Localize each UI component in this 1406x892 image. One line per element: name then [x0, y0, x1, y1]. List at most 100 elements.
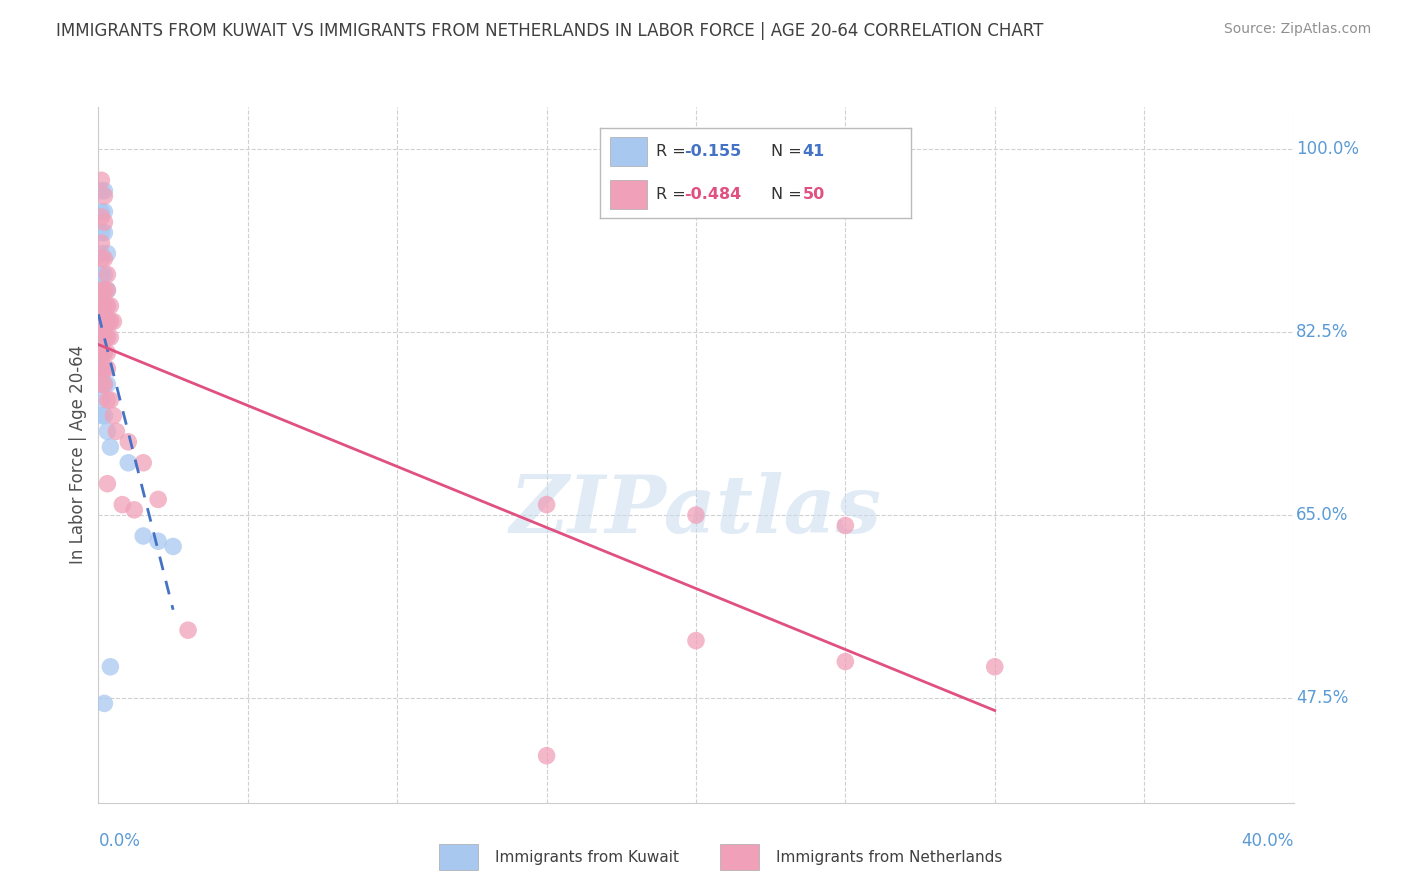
Point [117, 434, 139, 449]
Text: Immigrants from Netherlands: Immigrants from Netherlands [776, 850, 1002, 864]
Point [90, 361, 112, 376]
Point [685, 508, 707, 522]
Point [93, 283, 115, 297]
Point [90, 377, 112, 392]
Text: N =: N = [772, 144, 807, 159]
Point [96, 346, 118, 360]
Point [148, 534, 170, 549]
Point [93, 314, 115, 328]
Point [98, 314, 122, 328]
Point [93, 252, 115, 266]
Text: N =: N = [772, 187, 807, 202]
Text: 47.5%: 47.5% [1296, 690, 1348, 707]
Point [93, 189, 115, 203]
Point [90, 409, 112, 423]
Point [96, 361, 118, 376]
Point [162, 540, 184, 554]
Point [90, 330, 112, 344]
Text: 65.0%: 65.0% [1296, 506, 1348, 524]
Point [983, 660, 1005, 674]
Point [96, 476, 118, 491]
Point [93, 299, 115, 313]
Point [90, 361, 112, 376]
Point [93, 268, 115, 282]
Point [148, 492, 170, 507]
Point [90, 210, 112, 224]
Text: -0.155: -0.155 [685, 144, 741, 159]
Text: 40.0%: 40.0% [1241, 832, 1294, 850]
Text: R =: R = [657, 144, 692, 159]
Text: 100.0%: 100.0% [1296, 140, 1360, 158]
Point [96, 314, 118, 328]
Point [96, 283, 118, 297]
Point [93, 330, 115, 344]
Point [90, 377, 112, 392]
Point [93, 377, 115, 392]
Point [96, 283, 118, 297]
Point [103, 409, 125, 423]
Text: ZIPatlas: ZIPatlas [510, 472, 882, 549]
Point [90, 314, 112, 328]
Point [90, 268, 112, 282]
Bar [720, 845, 759, 870]
Point [93, 361, 115, 376]
Point [96, 330, 118, 344]
Point [96, 377, 118, 392]
Point [96, 299, 118, 313]
Point [536, 498, 558, 512]
Point [90, 392, 112, 407]
Point [834, 655, 856, 669]
Y-axis label: In Labor Force | Age 20-64: In Labor Force | Age 20-64 [69, 345, 87, 565]
Point [96, 425, 118, 439]
Point [90, 283, 112, 297]
Point [90, 346, 112, 360]
Point [536, 748, 558, 763]
Point [93, 346, 115, 360]
Point [93, 299, 115, 313]
Point [93, 330, 115, 344]
Point [98, 330, 122, 344]
Point [93, 283, 115, 297]
Point [98, 440, 122, 454]
Text: IMMIGRANTS FROM KUWAIT VS IMMIGRANTS FROM NETHERLANDS IN LABOR FORCE | AGE 20-64: IMMIGRANTS FROM KUWAIT VS IMMIGRANTS FRO… [56, 22, 1043, 40]
Point [177, 623, 200, 637]
Point [98, 314, 122, 328]
Point [93, 226, 115, 240]
Point [90, 204, 112, 219]
Point [90, 283, 112, 297]
Point [98, 299, 122, 313]
Point [93, 215, 115, 229]
Point [93, 409, 115, 423]
Point [90, 173, 112, 187]
Text: Source: ZipAtlas.com: Source: ZipAtlas.com [1223, 22, 1371, 37]
Text: 41: 41 [803, 144, 824, 159]
Bar [610, 137, 647, 166]
Point [93, 314, 115, 328]
Point [93, 204, 115, 219]
Point [98, 392, 122, 407]
Point [90, 299, 112, 313]
Point [98, 660, 122, 674]
Point [96, 314, 118, 328]
Point [93, 346, 115, 360]
Point [93, 377, 115, 392]
Point [834, 518, 856, 533]
Point [93, 184, 115, 198]
Text: 50: 50 [803, 187, 824, 202]
Point [103, 314, 125, 328]
Text: 0.0%: 0.0% [98, 832, 141, 850]
Text: 82.5%: 82.5% [1296, 323, 1348, 341]
Point [117, 456, 139, 470]
Point [685, 633, 707, 648]
Text: R =: R = [657, 187, 692, 202]
Point [90, 346, 112, 360]
Point [90, 246, 112, 260]
Text: Immigrants from Kuwait: Immigrants from Kuwait [495, 850, 679, 864]
Point [96, 299, 118, 313]
Point [111, 498, 134, 512]
Point [90, 184, 112, 198]
Point [90, 235, 112, 250]
Point [90, 226, 112, 240]
Point [93, 361, 115, 376]
Point [105, 425, 128, 439]
